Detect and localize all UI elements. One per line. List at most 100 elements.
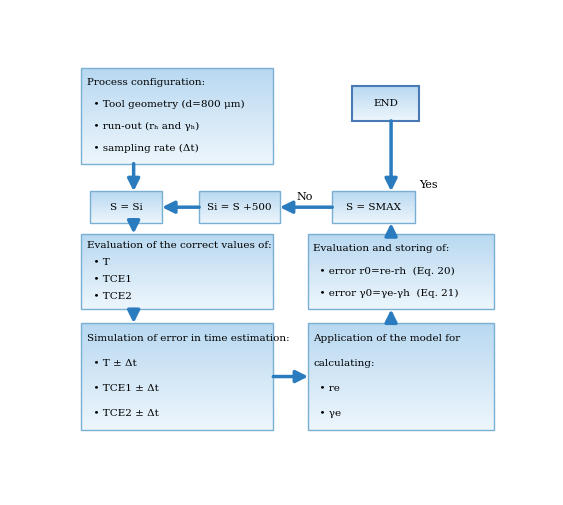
Bar bbox=[81, 264, 273, 266]
Bar bbox=[332, 210, 415, 211]
Bar bbox=[308, 243, 494, 245]
Bar bbox=[81, 300, 273, 302]
Bar bbox=[199, 213, 280, 214]
Bar bbox=[81, 249, 273, 250]
Bar bbox=[308, 363, 494, 366]
Bar bbox=[81, 235, 273, 237]
Bar bbox=[90, 196, 162, 197]
Bar bbox=[332, 211, 415, 212]
Bar bbox=[308, 382, 494, 385]
Bar bbox=[81, 358, 273, 361]
Bar bbox=[81, 308, 273, 310]
Bar bbox=[332, 212, 415, 213]
Bar bbox=[308, 266, 494, 268]
Bar bbox=[352, 86, 419, 87]
Text: • T: • T bbox=[87, 259, 109, 268]
Bar bbox=[308, 292, 494, 294]
Bar bbox=[352, 98, 419, 99]
Bar bbox=[199, 203, 280, 204]
Bar bbox=[90, 222, 162, 223]
Bar bbox=[352, 101, 419, 102]
Bar bbox=[90, 192, 162, 193]
Bar bbox=[81, 425, 273, 427]
Text: Evaluation and storing of:: Evaluation and storing of: bbox=[314, 244, 450, 253]
Bar bbox=[308, 277, 494, 279]
Bar bbox=[81, 92, 273, 94]
Bar bbox=[90, 207, 162, 208]
Bar bbox=[332, 209, 415, 210]
Bar bbox=[199, 208, 280, 209]
Bar bbox=[81, 114, 273, 116]
Bar bbox=[81, 352, 273, 355]
Bar bbox=[81, 252, 273, 255]
Text: Application of the model for: Application of the model for bbox=[314, 334, 461, 343]
Bar bbox=[81, 366, 273, 369]
Bar bbox=[352, 116, 419, 117]
Bar bbox=[352, 113, 419, 114]
Bar bbox=[81, 385, 273, 387]
Bar bbox=[352, 109, 419, 110]
Bar bbox=[81, 363, 273, 366]
Bar bbox=[81, 111, 273, 114]
Bar bbox=[308, 355, 494, 358]
Bar bbox=[352, 119, 419, 120]
Bar bbox=[81, 323, 273, 326]
Bar bbox=[352, 88, 419, 89]
Bar bbox=[90, 201, 162, 203]
Bar bbox=[199, 211, 280, 212]
Text: • Tool geometry (d=800 μm): • Tool geometry (d=800 μm) bbox=[87, 100, 244, 109]
Bar bbox=[81, 296, 273, 298]
Bar bbox=[81, 123, 273, 126]
Bar bbox=[81, 371, 273, 374]
Bar bbox=[308, 379, 494, 382]
Bar bbox=[352, 92, 419, 93]
Bar bbox=[199, 196, 280, 197]
Bar bbox=[81, 285, 273, 287]
Bar bbox=[308, 281, 494, 283]
Bar bbox=[308, 257, 494, 258]
Bar bbox=[352, 105, 419, 106]
Bar bbox=[308, 294, 494, 296]
Bar bbox=[352, 90, 419, 91]
Text: • sampling rate (Δt): • sampling rate (Δt) bbox=[87, 144, 198, 153]
Bar bbox=[81, 266, 273, 268]
Bar bbox=[81, 398, 273, 400]
Bar bbox=[81, 237, 273, 239]
Bar bbox=[308, 304, 494, 306]
Bar bbox=[332, 219, 415, 220]
Bar bbox=[81, 377, 273, 379]
Bar bbox=[81, 126, 273, 128]
Bar bbox=[90, 208, 162, 209]
Bar bbox=[308, 268, 494, 270]
Bar bbox=[308, 302, 494, 304]
Bar bbox=[352, 117, 419, 118]
Bar bbox=[81, 83, 273, 85]
Bar bbox=[352, 114, 419, 115]
Bar bbox=[308, 409, 494, 411]
Bar bbox=[90, 205, 162, 206]
Bar bbox=[308, 241, 494, 243]
Bar bbox=[81, 149, 273, 152]
Bar bbox=[308, 323, 494, 326]
Bar bbox=[308, 298, 494, 300]
Bar bbox=[81, 133, 273, 135]
Bar bbox=[352, 108, 419, 109]
Bar bbox=[308, 255, 494, 257]
Bar bbox=[199, 207, 280, 208]
Bar bbox=[81, 85, 273, 87]
Bar bbox=[81, 243, 273, 245]
Bar bbox=[81, 104, 273, 107]
Bar bbox=[81, 409, 273, 411]
Bar bbox=[90, 204, 162, 205]
Bar bbox=[332, 204, 415, 205]
Bar bbox=[199, 204, 280, 205]
Bar bbox=[81, 250, 273, 252]
Bar bbox=[332, 194, 415, 195]
Bar bbox=[308, 403, 494, 406]
Bar bbox=[81, 258, 273, 260]
Bar bbox=[90, 199, 162, 200]
Bar bbox=[90, 203, 162, 204]
Text: • re: • re bbox=[314, 384, 340, 393]
Bar bbox=[332, 215, 415, 216]
Bar bbox=[81, 142, 273, 144]
